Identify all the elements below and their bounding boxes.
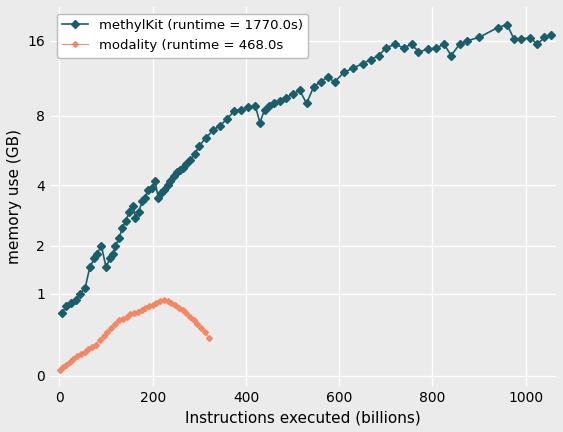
modality (runtime = 468.0s — [131, 311, 137, 316]
modality (runtime = 468.0s — [157, 299, 163, 304]
Line: modality (runtime = 468.0s: modality (runtime = 468.0s — [59, 298, 211, 372]
modality (runtime = 468.0s — [112, 321, 119, 327]
modality (runtime = 468.0s — [85, 347, 92, 352]
modality (runtime = 468.0s — [104, 329, 111, 334]
modality (runtime = 468.0s — [74, 354, 81, 359]
modality (runtime = 468.0s — [168, 300, 175, 305]
methylKit (runtime = 1770.0s) — [59, 311, 65, 316]
methylKit (runtime = 1770.0s) — [548, 33, 555, 38]
methylKit (runtime = 1770.0s) — [224, 116, 231, 121]
modality (runtime = 468.0s — [135, 309, 141, 314]
modality (runtime = 468.0s — [186, 314, 193, 319]
modality (runtime = 468.0s — [127, 312, 133, 317]
modality (runtime = 468.0s — [179, 307, 186, 312]
modality (runtime = 468.0s — [123, 314, 130, 319]
modality (runtime = 468.0s — [172, 302, 178, 308]
methylKit (runtime = 1770.0s) — [518, 36, 525, 41]
Legend: methylKit (runtime = 1770.0s), modality (runtime = 468.0s: methylKit (runtime = 1770.0s), modality … — [57, 13, 308, 57]
X-axis label: Instructions executed (billions): Instructions executed (billions) — [185, 410, 421, 425]
modality (runtime = 468.0s — [194, 321, 201, 327]
modality (runtime = 468.0s — [63, 362, 70, 367]
modality (runtime = 468.0s — [153, 300, 160, 305]
modality (runtime = 468.0s — [202, 329, 208, 334]
modality (runtime = 468.0s — [190, 318, 197, 323]
modality (runtime = 468.0s — [60, 364, 66, 369]
modality (runtime = 468.0s — [183, 311, 190, 316]
modality (runtime = 468.0s — [119, 316, 126, 321]
modality (runtime = 468.0s — [57, 368, 64, 373]
methylKit (runtime = 1770.0s) — [116, 235, 123, 241]
methylKit (runtime = 1770.0s) — [504, 22, 511, 27]
modality (runtime = 468.0s — [81, 349, 88, 355]
modality (runtime = 468.0s — [176, 305, 182, 310]
modality (runtime = 468.0s — [205, 335, 212, 340]
modality (runtime = 468.0s — [116, 318, 123, 323]
modality (runtime = 468.0s — [108, 325, 115, 330]
modality (runtime = 468.0s — [138, 307, 145, 312]
Y-axis label: memory use (GB): memory use (GB) — [7, 129, 22, 264]
modality (runtime = 468.0s — [78, 352, 84, 357]
modality (runtime = 468.0s — [92, 342, 99, 347]
modality (runtime = 468.0s — [70, 357, 77, 362]
modality (runtime = 468.0s — [149, 302, 156, 308]
methylKit (runtime = 1770.0s) — [155, 195, 162, 200]
modality (runtime = 468.0s — [96, 338, 103, 343]
modality (runtime = 468.0s — [164, 299, 171, 304]
methylKit (runtime = 1770.0s) — [151, 178, 158, 184]
Line: methylKit (runtime = 1770.0s): methylKit (runtime = 1770.0s) — [59, 22, 554, 316]
modality (runtime = 468.0s — [66, 360, 73, 365]
modality (runtime = 468.0s — [146, 304, 153, 309]
methylKit (runtime = 1770.0s) — [164, 183, 171, 188]
modality (runtime = 468.0s — [160, 297, 167, 302]
modality (runtime = 468.0s — [142, 305, 149, 310]
modality (runtime = 468.0s — [198, 325, 204, 330]
modality (runtime = 468.0s — [89, 344, 96, 349]
modality (runtime = 468.0s — [100, 334, 107, 339]
